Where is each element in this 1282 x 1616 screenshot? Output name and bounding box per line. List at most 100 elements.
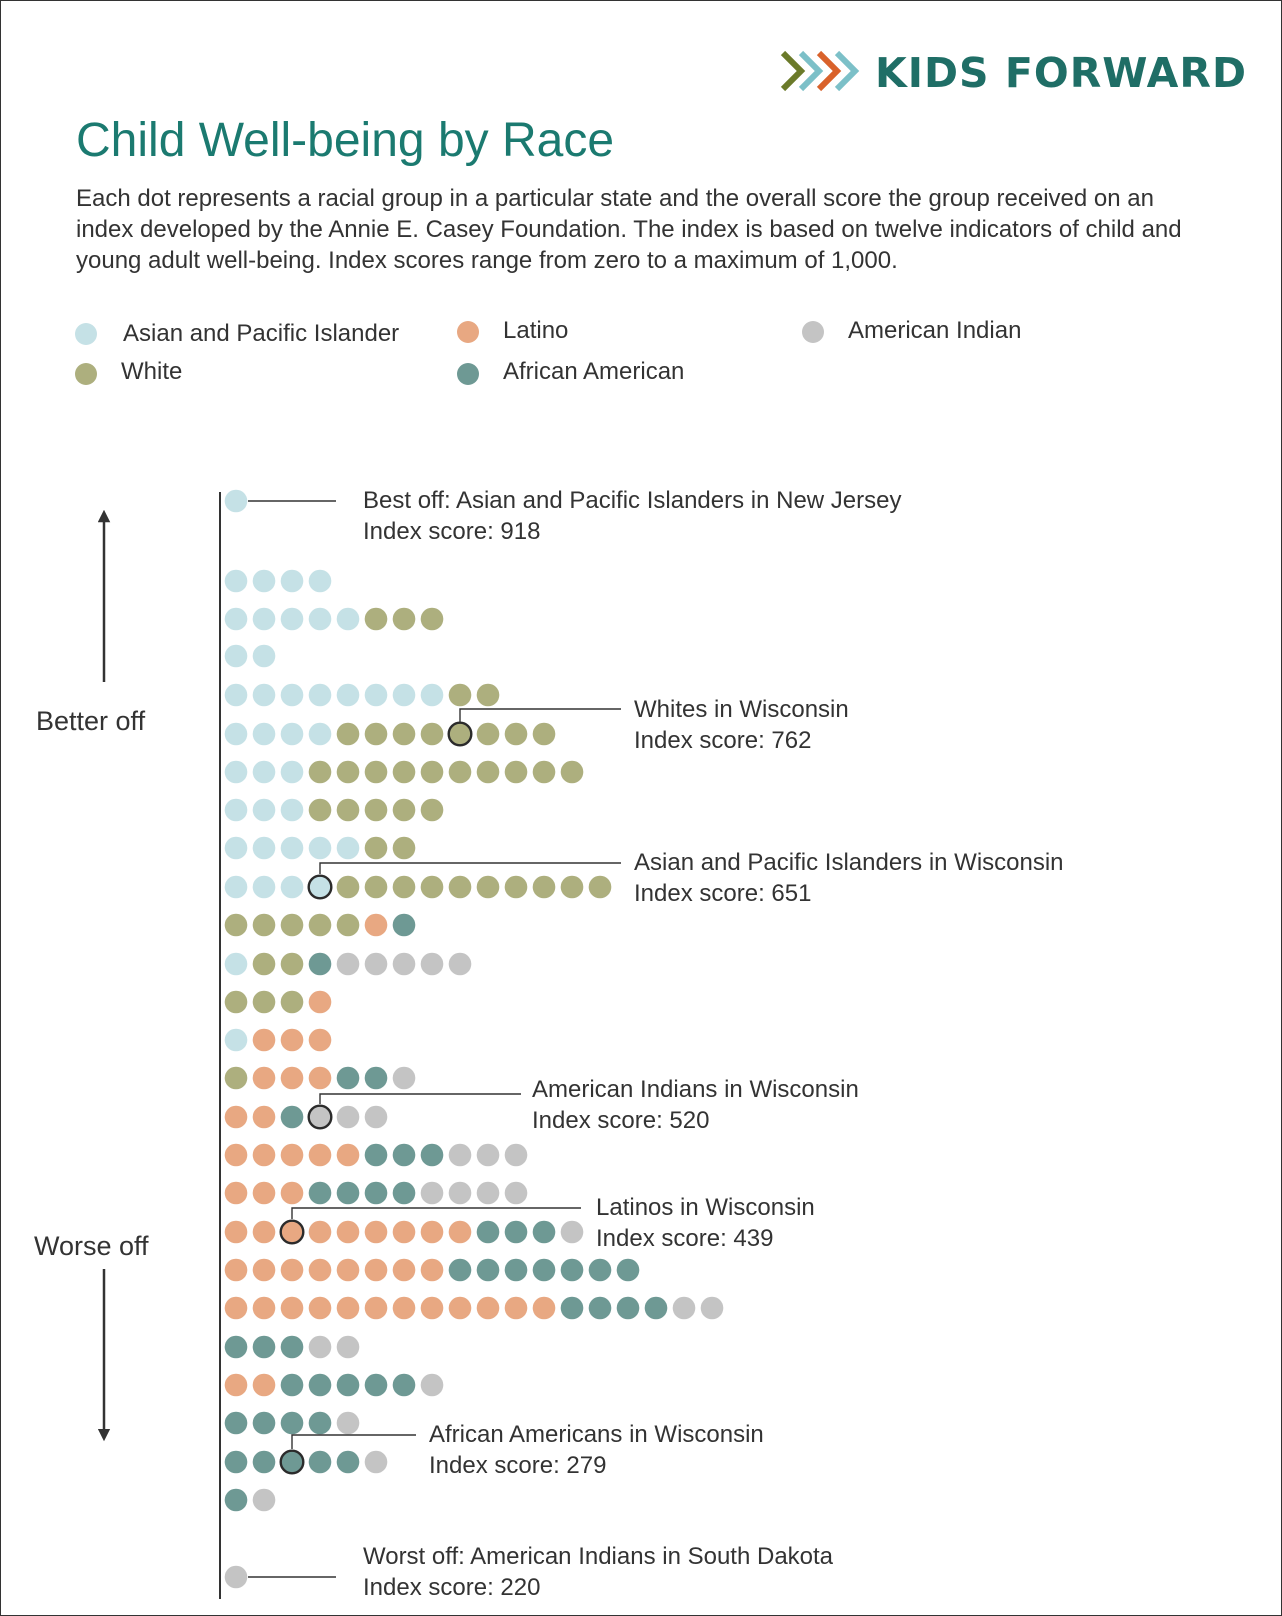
dot-asian (308, 569, 332, 593)
dot-african-american (392, 1143, 416, 1167)
dot-african-american (560, 1296, 584, 1320)
dot-african-american (224, 1450, 248, 1474)
dot-latino (504, 1296, 528, 1320)
dot-american-indian (392, 1066, 416, 1090)
dot-african-american (504, 1220, 528, 1244)
dot-asian (336, 683, 360, 707)
dot-latino (280, 1066, 304, 1090)
dot-american-indian (392, 952, 416, 976)
dot-white (392, 760, 416, 784)
dot-latino (308, 1143, 332, 1167)
dot-white (560, 760, 584, 784)
dot-asian (224, 875, 248, 899)
dot-white (448, 683, 472, 707)
dot-american-indian (336, 1105, 360, 1129)
dot-asian (336, 836, 360, 860)
dot-latino (279, 1219, 305, 1245)
dot-latino (252, 1296, 276, 1320)
dot-african-american (616, 1296, 640, 1320)
dot-white (504, 722, 528, 746)
dot-african-american (308, 1181, 332, 1205)
dot-african-american (476, 1258, 500, 1282)
chevron-logo-icon (780, 50, 860, 92)
dots-group (224, 489, 724, 1589)
dot-latino (532, 1296, 556, 1320)
annotation-score: Index score: 220 (363, 1574, 541, 1601)
dot-white (420, 760, 444, 784)
dot-american-indian (308, 1335, 332, 1359)
dot-latino (224, 1373, 248, 1397)
dot-african-american (364, 1066, 388, 1090)
legend-label-american-indian: American Indian (848, 317, 1022, 344)
dot-american-indian (420, 1373, 444, 1397)
dot-american-indian (560, 1220, 584, 1244)
dot-latino (308, 1258, 332, 1282)
dot-white (364, 875, 388, 899)
dot-asian (224, 836, 248, 860)
legend-label-white: White (121, 358, 183, 385)
dot-latino (308, 1220, 332, 1244)
dot-latino (448, 1296, 472, 1320)
dot-african-american (252, 1335, 276, 1359)
dot-white (448, 875, 472, 899)
dot-white (476, 760, 500, 784)
dot-african-american (280, 1105, 304, 1129)
dot-white (364, 722, 388, 746)
dot-latino (476, 1296, 500, 1320)
annotation-score: Index score: 279 (429, 1452, 607, 1479)
dot-american-indian (504, 1181, 528, 1205)
dot-asian (224, 722, 248, 746)
dot-latino (392, 1220, 416, 1244)
dot-african-american (308, 952, 332, 976)
dot-latino (364, 1220, 388, 1244)
dot-asian (224, 798, 248, 822)
dot-asian (280, 875, 304, 899)
dot-asian (280, 722, 304, 746)
dot-latino (224, 1220, 248, 1244)
dot-white (336, 798, 360, 822)
dot-latino (364, 1296, 388, 1320)
dot-asian (336, 607, 360, 631)
dot-latino (364, 1258, 388, 1282)
dot-white (532, 875, 556, 899)
dot-white (504, 760, 528, 784)
dot-latino (336, 1258, 360, 1282)
dot-asian (252, 798, 276, 822)
logo-text: KIDS FORWARD (875, 49, 1248, 97)
dot-asian (224, 760, 248, 784)
dot-asian (308, 836, 332, 860)
dot-latino (224, 1258, 248, 1282)
legend-label-latino: Latino (503, 317, 569, 344)
dot-latino (224, 1105, 248, 1129)
dot-white (336, 760, 360, 784)
dot-african-american (420, 1143, 444, 1167)
dot-african-american (448, 1258, 472, 1282)
dot-asian (280, 683, 304, 707)
dot-white (252, 913, 276, 937)
dot-latino (336, 1143, 360, 1167)
annotation-leader-line (291, 1434, 416, 1449)
dot-latino (308, 1066, 332, 1090)
dot-african-american (280, 1335, 304, 1359)
dot-african-american (392, 1373, 416, 1397)
dot-white (308, 913, 332, 937)
dot-american-indian (476, 1181, 500, 1205)
dot-asian (308, 607, 332, 631)
dot-african-american (364, 1373, 388, 1397)
dot-african-american (644, 1296, 668, 1320)
annotation-label: Worst off: American Indians in South Dak… (363, 1543, 834, 1570)
dot-latino (420, 1220, 444, 1244)
dot-white (392, 798, 416, 822)
dot-african-american (616, 1258, 640, 1282)
dot-white (532, 760, 556, 784)
dot-white (420, 607, 444, 631)
dot-white (280, 952, 304, 976)
dot-white (588, 875, 612, 899)
dot-african-american (252, 1450, 276, 1474)
dot-african-american (336, 1450, 360, 1474)
dot-american-indian (448, 952, 472, 976)
dot-american-indian (700, 1296, 724, 1320)
dot-african-american (308, 1411, 332, 1435)
